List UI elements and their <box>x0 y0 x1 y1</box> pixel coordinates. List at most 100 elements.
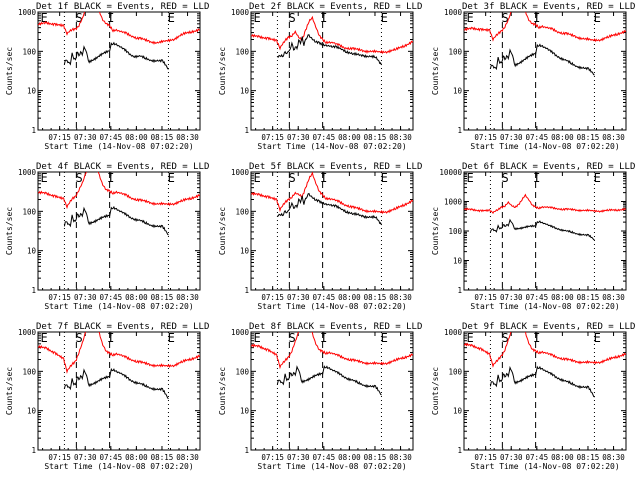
y-tick-label: 100 <box>448 47 462 56</box>
lld-series-line <box>464 332 626 368</box>
events-series-line <box>63 367 169 400</box>
x-axis-label: Start Time (14-Nov-08 07:02:20) <box>44 142 193 151</box>
x-tick-label: 07:30 <box>74 453 97 462</box>
y-tick-label: 1 <box>31 446 36 455</box>
x-tick-label: 08:30 <box>389 453 412 462</box>
phase-marker-e: E <box>594 11 601 25</box>
y-axis-label: Counts/sec <box>431 47 440 95</box>
y-tick-label: 10 <box>27 247 37 256</box>
phase-marker-e: E <box>168 331 175 345</box>
y-tick-label: 100 <box>448 367 462 376</box>
x-tick-label: 07:15 <box>48 453 71 462</box>
x-tick-label: 07:30 <box>500 453 523 462</box>
plot-frame <box>37 331 201 451</box>
panel-title: Det 1f BLACK = Events, RED = LLD <box>36 2 209 12</box>
y-axis-label: Counts/sec <box>431 367 440 415</box>
phase-marker-e: E <box>41 331 48 345</box>
x-tick-label: 08:00 <box>551 453 574 462</box>
y-axis-label: Counts/sec <box>5 207 14 255</box>
y-tick-label: 100 <box>448 227 462 236</box>
panel-title: Det 4f BLACK = Events, RED = LLD <box>36 162 209 172</box>
panel-title: Det 7f BLACK = Events, RED = LLD <box>36 322 209 332</box>
x-tick-label: 08:15 <box>151 293 174 302</box>
x-tick-label: 08:00 <box>551 133 574 142</box>
lld-series-line <box>251 332 413 370</box>
x-tick-label: 07:15 <box>474 453 497 462</box>
x-tick-label: 08:00 <box>125 133 148 142</box>
y-tick-label: 100 <box>235 47 249 56</box>
x-axis-label: Start Time (14-Nov-08 07:02:20) <box>257 142 406 151</box>
x-tick-label: 07:15 <box>474 293 497 302</box>
y-axis-label: Counts/sec <box>218 367 227 415</box>
events-series-line <box>63 41 169 70</box>
x-tick-label: 08:30 <box>176 453 199 462</box>
events-series-line <box>63 205 169 236</box>
x-tick-label: 07:15 <box>48 293 71 302</box>
panel-title: Det 8f BLACK = Events, RED = LLD <box>249 322 422 332</box>
events-series-line <box>489 43 595 76</box>
x-tick-label: 08:15 <box>151 133 174 142</box>
x-tick-label: 07:45 <box>100 133 123 142</box>
x-tick-label: 07:15 <box>261 133 284 142</box>
events-series-line <box>489 365 595 398</box>
phase-marker-s: S <box>502 171 509 185</box>
x-tick-label: 08:15 <box>364 133 387 142</box>
panel-title: Det 5f BLACK = Events, RED = LLD <box>249 162 422 172</box>
y-tick-label: 10 <box>453 257 463 266</box>
x-tick-label: 07:30 <box>74 133 97 142</box>
lld-series-line <box>38 172 200 210</box>
panel-title: Det 3f BLACK = Events, RED = LLD <box>462 2 635 12</box>
x-tick-label: 07:30 <box>287 133 310 142</box>
phase-marker-s: S <box>289 171 296 185</box>
y-tick-label: 1000 <box>231 8 250 17</box>
x-axis-label: Start Time (14-Nov-08 07:02:20) <box>257 302 406 311</box>
y-tick-label: 1000 <box>231 328 250 337</box>
phase-marker-i: I <box>320 11 327 25</box>
phase-marker-e: E <box>168 11 175 25</box>
lld-series-line <box>251 15 413 55</box>
phase-marker-s: S <box>289 11 296 25</box>
x-tick-label: 07:15 <box>48 133 71 142</box>
y-tick-label: 10 <box>453 407 463 416</box>
x-tick-label: 08:15 <box>364 453 387 462</box>
y-axis-label: Counts/sec <box>431 207 440 255</box>
y-tick-label: 1 <box>457 286 462 295</box>
phase-marker-e: E <box>381 171 388 185</box>
y-tick-label: 1 <box>244 286 249 295</box>
x-tick-label: 07:45 <box>526 293 549 302</box>
y-tick-label: 1 <box>244 446 249 455</box>
series-group <box>464 193 626 241</box>
y-tick-label: 10 <box>453 87 463 96</box>
y-tick-label: 100 <box>22 207 36 216</box>
y-axis-label: Counts/sec <box>5 47 14 95</box>
series-group <box>251 172 413 226</box>
phase-marker-i: I <box>320 331 327 345</box>
y-tick-label: 10 <box>240 407 250 416</box>
x-tick-label: 08:15 <box>151 453 174 462</box>
plot-frame <box>37 171 201 291</box>
phase-marker-s: S <box>502 11 509 25</box>
phase-marker-e: E <box>41 171 48 185</box>
y-tick-label: 1000 <box>444 328 463 337</box>
y-tick-label: 10 <box>27 87 37 96</box>
x-tick-label: 08:30 <box>176 293 199 302</box>
plot-frame <box>37 11 201 131</box>
lld-series-line <box>251 172 413 215</box>
series-group <box>38 12 200 70</box>
phase-marker-e: E <box>381 11 388 25</box>
phase-marker-e: E <box>594 171 601 185</box>
x-axis-label: Start Time (14-Nov-08 07:02:20) <box>470 142 619 151</box>
phase-marker-i: I <box>533 171 540 185</box>
phase-marker-e: E <box>254 331 261 345</box>
x-tick-label: 07:30 <box>500 293 523 302</box>
phase-marker-i: I <box>107 171 114 185</box>
lld-series-line <box>464 12 626 43</box>
x-tick-label: 08:00 <box>338 133 361 142</box>
events-series-line <box>277 34 382 66</box>
